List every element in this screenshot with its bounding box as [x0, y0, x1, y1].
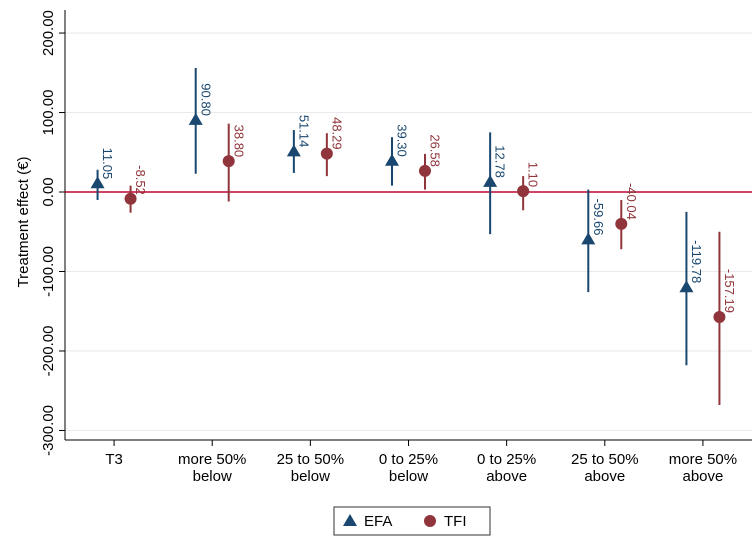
value-label: 26.58 — [428, 134, 443, 167]
y-tick-label: -300.00 — [40, 405, 57, 456]
marker-circle — [222, 155, 235, 168]
value-label: 90.80 — [198, 83, 213, 116]
marker-circle — [419, 164, 431, 177]
marker-triangle — [679, 280, 694, 293]
x-tick-label: above — [584, 468, 625, 485]
x-tick-label: 25 to 50% — [571, 451, 639, 468]
marker-circle — [124, 192, 137, 205]
marker-circle — [517, 185, 530, 198]
marker-triangle — [286, 144, 301, 157]
value-label: 51.14 — [296, 115, 311, 148]
marker-circle — [713, 310, 726, 323]
value-label: 1.10 — [526, 162, 541, 187]
x-tick-label: 0 to 25% — [379, 451, 438, 468]
y-axis-label: Treatment effect (€) — [15, 157, 32, 288]
value-label: -119.78 — [689, 240, 704, 283]
marker-triangle — [343, 514, 357, 526]
legend-box — [333, 506, 491, 536]
y-tick-label: 0.00 — [40, 177, 57, 206]
marker-triangle — [385, 153, 399, 166]
marker-circle — [615, 217, 628, 230]
x-tick-label: below — [291, 468, 330, 485]
y-tick-label: 100.00 — [40, 90, 57, 136]
value-label: -59.66 — [591, 199, 606, 236]
value-label: 11.05 — [100, 148, 115, 180]
x-tick-label: 0 to 25% — [477, 451, 536, 468]
value-label: -8.52 — [133, 165, 148, 195]
x-tick-label: below — [193, 468, 232, 485]
x-tick-label: below — [389, 468, 428, 485]
marker-triangle — [483, 174, 498, 187]
legend-label: EFA — [364, 513, 392, 530]
marker-triangle — [90, 176, 105, 189]
value-label: -157.19 — [722, 269, 737, 313]
marker-triangle — [188, 112, 203, 125]
x-tick-label: above — [486, 468, 527, 485]
marker-circle — [320, 147, 333, 160]
value-label: -40.04 — [624, 183, 639, 220]
x-tick-label: 25 to 50% — [277, 451, 345, 468]
value-label: 38.80 — [231, 125, 246, 158]
x-tick-label: above — [682, 468, 723, 485]
x-tick-label: more 50% — [178, 451, 246, 468]
x-tick-label: more 50% — [669, 451, 737, 468]
legend-label: TFI — [444, 513, 467, 530]
y-tick-label: 200.00 — [40, 10, 57, 56]
y-tick-label: -200.00 — [40, 326, 57, 377]
x-tick-label: T3 — [105, 451, 123, 468]
marker-triangle — [581, 232, 596, 245]
value-label: 12.78 — [493, 145, 508, 178]
y-tick-label: -100.00 — [40, 246, 57, 297]
value-label: 48.29 — [329, 117, 344, 150]
marker-circle — [424, 515, 436, 527]
value-label: 39.30 — [395, 124, 410, 157]
